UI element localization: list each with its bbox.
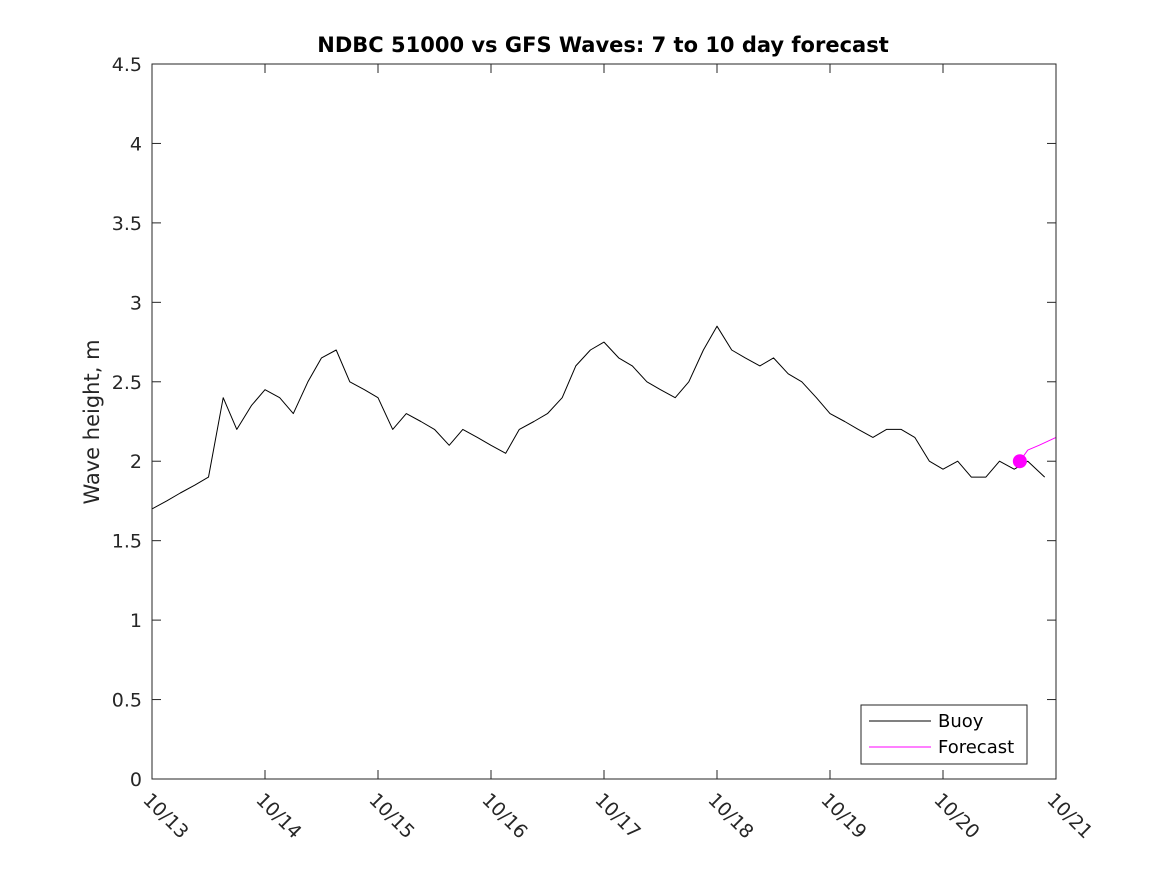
legend: Buoy Forecast — [860, 704, 1028, 765]
legend-forecast-label: Forecast — [938, 737, 1014, 758]
forecast-start-marker — [1012, 454, 1027, 469]
y-tick-label: 4 — [130, 133, 142, 155]
plot-area — [152, 64, 1056, 779]
y-tick-label: 4.5 — [112, 54, 142, 76]
y-tick-label: 0.5 — [112, 690, 142, 712]
x-tick-labels: 10/13 10/14 10/15 10/16 10/17 10/18 10/19 10/20… — [138, 789, 1096, 843]
plot-frame — [151, 63, 1057, 780]
x-tick-label: 10/19 — [816, 789, 870, 843]
y-tick-label: 0 — [130, 769, 142, 791]
x-tick-label: 10/16 — [477, 789, 531, 843]
x-tick-label: 10/13 — [138, 789, 192, 843]
chart-title: NDBC 51000 vs GFS Waves: 7 to 10 day for… — [317, 33, 888, 57]
legend-buoy-label: Buoy — [938, 711, 984, 732]
y-tick-label: 3 — [130, 292, 142, 314]
y-tick-label: 2 — [130, 451, 142, 473]
x-tick-label: 10/15 — [364, 789, 418, 843]
legend-box — [860, 704, 1028, 765]
y-tick-labels: 0 0.5 1 1.5 2 2.5 3 3.5 4 4.5 — [112, 54, 142, 791]
x-tick-label: 10/21 — [1042, 789, 1096, 843]
x-tick-label: 10/20 — [929, 789, 983, 843]
y-axis-label: Wave height, m — [80, 339, 104, 504]
y-tick-label: 3.5 — [112, 213, 142, 235]
y-tick-label: 1.5 — [112, 531, 142, 553]
series-layer — [151, 325, 1057, 510]
x-tick-label: 10/14 — [251, 789, 305, 843]
x-tick-label: 10/18 — [703, 789, 757, 843]
y-tick-label: 2.5 — [112, 372, 142, 394]
series-line-buoy — [151, 325, 1046, 510]
y-tick-label: 1 — [130, 610, 142, 632]
x-tick-label: 10/17 — [590, 789, 644, 843]
